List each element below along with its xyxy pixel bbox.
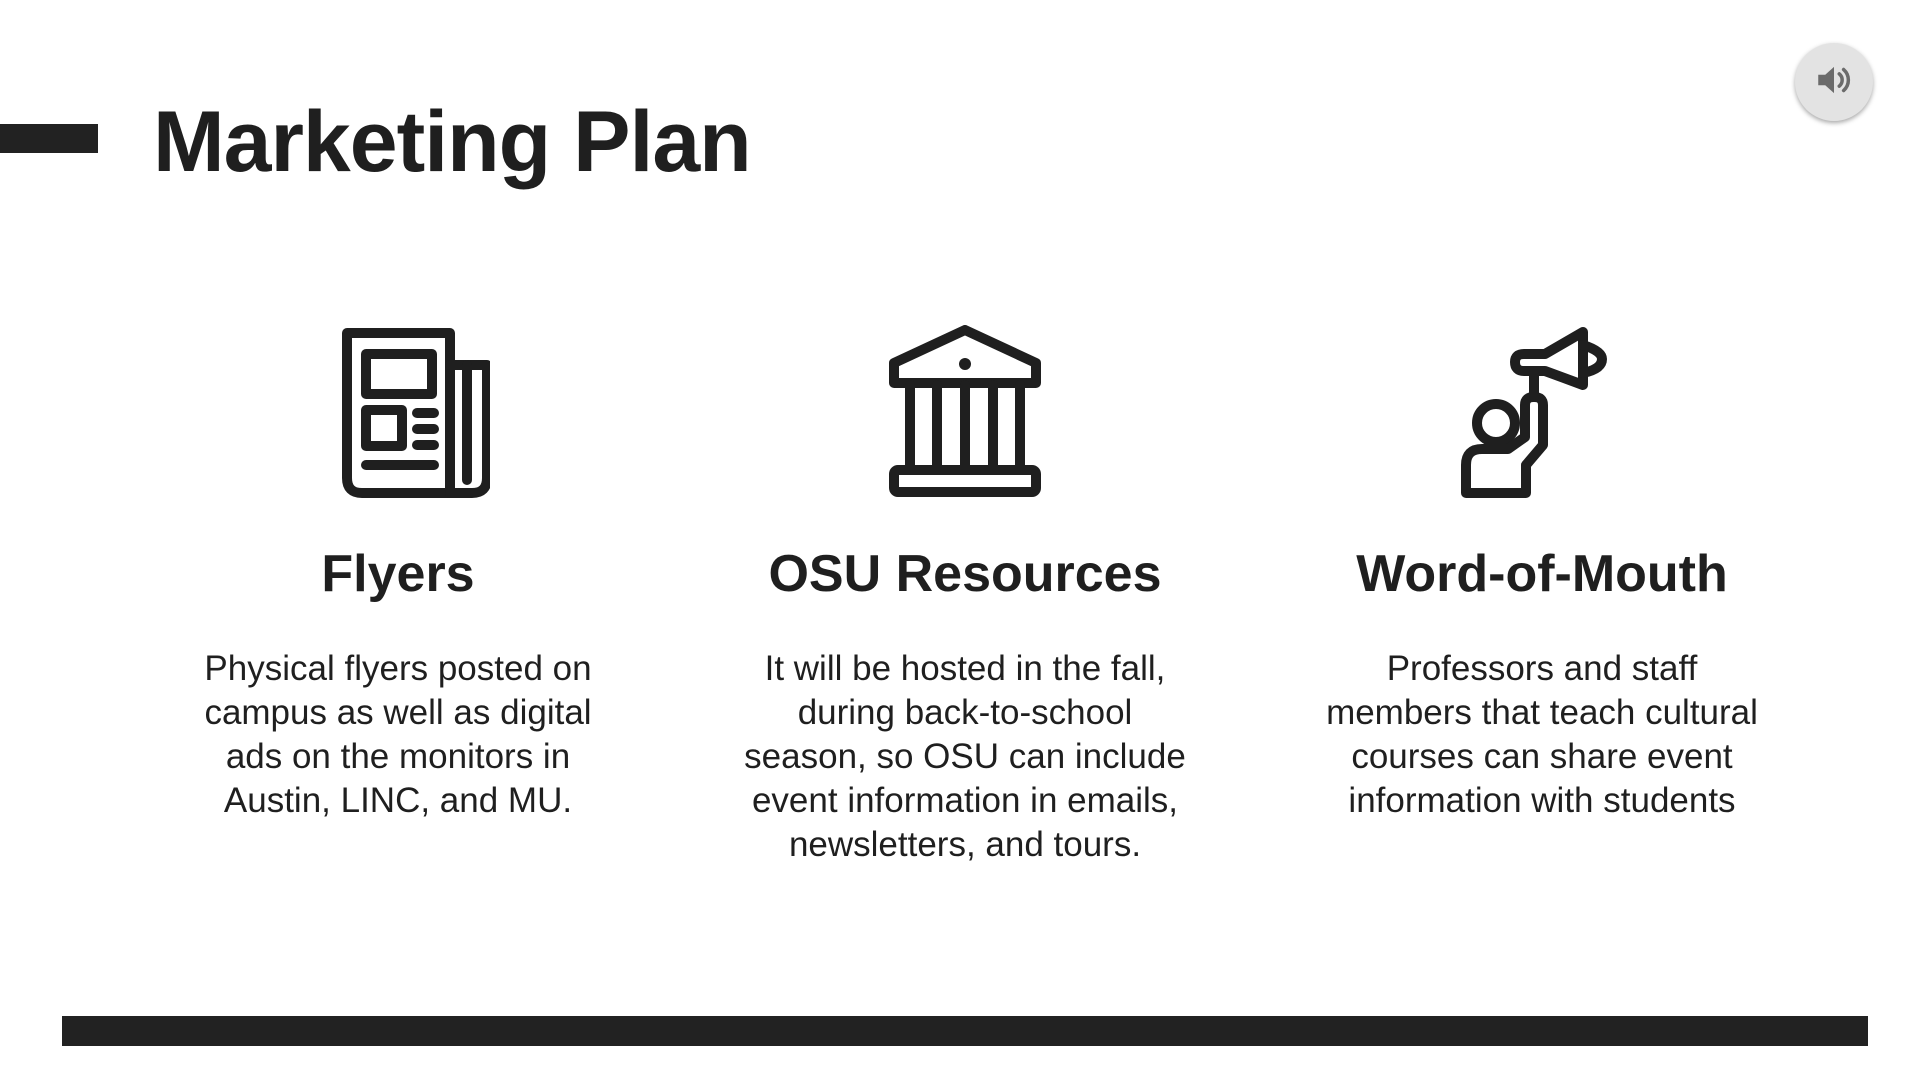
column-body: Professors and staff members that teach …: [1326, 649, 1758, 820]
bottom-accent-bar: [62, 1016, 1868, 1046]
title-accent-bar: [0, 124, 98, 153]
column-body: It will be hosted in the fall, during ba…: [744, 649, 1186, 864]
person-megaphone-icon: [1450, 325, 1634, 509]
column-heading: Word-of-Mouth: [1356, 545, 1728, 603]
column-heading: OSU Resources: [768, 545, 1162, 603]
column-heading: Flyers: [321, 545, 475, 603]
column-flyers: Flyers Physical flyers posted on campus …: [118, 325, 678, 823]
column-osu-resources: OSU Resources It will be hosted in the f…: [685, 325, 1245, 867]
institution-building-icon: [873, 325, 1057, 509]
audio-play-button[interactable]: [1795, 43, 1873, 121]
speaker-volume-icon: [1813, 59, 1855, 106]
column-word-of-mouth: Word-of-Mouth Professors and staff membe…: [1262, 325, 1822, 823]
slide-title: Marketing Plan: [153, 94, 752, 190]
newspaper-icon: [306, 325, 490, 509]
column-body: Physical flyers posted on campus as well…: [204, 649, 592, 820]
